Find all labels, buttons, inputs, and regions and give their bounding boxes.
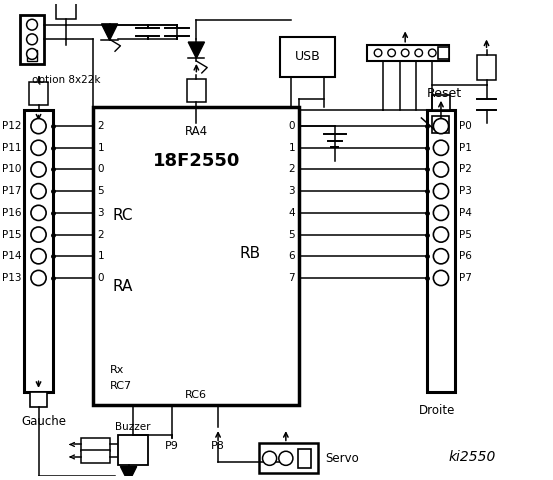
Bar bbox=[432, 116, 448, 132]
Text: 3: 3 bbox=[289, 186, 295, 196]
Text: P0: P0 bbox=[460, 121, 472, 131]
Text: 1: 1 bbox=[289, 143, 295, 153]
Bar bbox=[27, 50, 38, 61]
Text: 1: 1 bbox=[98, 251, 105, 261]
Text: ki2550: ki2550 bbox=[448, 450, 496, 464]
Text: P16: P16 bbox=[2, 208, 22, 218]
Circle shape bbox=[429, 49, 436, 57]
Polygon shape bbox=[101, 24, 118, 40]
Circle shape bbox=[434, 249, 448, 264]
Circle shape bbox=[388, 49, 395, 57]
Circle shape bbox=[434, 227, 448, 242]
Text: P10: P10 bbox=[2, 165, 22, 175]
Bar bbox=[432, 95, 450, 110]
Text: P3: P3 bbox=[460, 186, 472, 196]
Circle shape bbox=[31, 162, 46, 177]
Text: 2: 2 bbox=[98, 229, 105, 240]
Circle shape bbox=[434, 162, 448, 177]
Circle shape bbox=[31, 227, 46, 242]
Text: RA: RA bbox=[112, 278, 133, 294]
Bar bbox=[24, 110, 53, 392]
Bar bbox=[118, 435, 148, 465]
Bar bbox=[30, 393, 47, 407]
Circle shape bbox=[401, 49, 409, 57]
Bar bbox=[367, 45, 448, 61]
Circle shape bbox=[434, 183, 448, 199]
Bar bbox=[259, 444, 319, 473]
Text: 2: 2 bbox=[289, 165, 295, 175]
Polygon shape bbox=[188, 42, 205, 58]
Text: RC6: RC6 bbox=[185, 390, 207, 399]
Bar bbox=[186, 80, 206, 102]
Circle shape bbox=[434, 205, 448, 220]
Bar bbox=[93, 107, 299, 406]
Text: P12: P12 bbox=[2, 121, 22, 131]
Circle shape bbox=[374, 49, 382, 57]
Text: 5: 5 bbox=[289, 229, 295, 240]
Text: P6: P6 bbox=[460, 251, 472, 261]
Bar bbox=[56, 0, 76, 19]
Text: RC: RC bbox=[112, 208, 133, 223]
Text: P2: P2 bbox=[460, 165, 472, 175]
Circle shape bbox=[31, 119, 46, 134]
Text: Gauche: Gauche bbox=[22, 415, 67, 428]
Text: 3: 3 bbox=[98, 208, 105, 218]
Circle shape bbox=[27, 48, 38, 60]
Circle shape bbox=[434, 140, 448, 156]
Bar bbox=[427, 110, 455, 392]
Text: P4: P4 bbox=[460, 208, 472, 218]
Text: P13: P13 bbox=[2, 273, 22, 283]
Bar bbox=[298, 449, 311, 468]
Circle shape bbox=[415, 49, 422, 57]
Circle shape bbox=[31, 140, 46, 156]
Bar bbox=[29, 82, 48, 105]
Text: 0: 0 bbox=[98, 273, 104, 283]
Bar bbox=[20, 15, 44, 64]
Circle shape bbox=[434, 270, 448, 286]
Text: 5: 5 bbox=[98, 186, 105, 196]
Text: P11: P11 bbox=[2, 143, 22, 153]
Text: option 8x22k: option 8x22k bbox=[32, 75, 101, 85]
Circle shape bbox=[31, 183, 46, 199]
Text: 1: 1 bbox=[98, 143, 105, 153]
Text: P9: P9 bbox=[165, 441, 179, 451]
Text: Servo: Servo bbox=[325, 452, 359, 465]
Bar bbox=[477, 56, 496, 80]
Text: 18F2550: 18F2550 bbox=[153, 152, 240, 170]
Circle shape bbox=[31, 205, 46, 220]
Circle shape bbox=[263, 451, 276, 465]
Text: P15: P15 bbox=[2, 229, 22, 240]
Text: 6: 6 bbox=[289, 251, 295, 261]
Text: Buzzer: Buzzer bbox=[115, 422, 150, 432]
Text: Reset: Reset bbox=[427, 87, 462, 100]
Text: 4: 4 bbox=[289, 208, 295, 218]
Circle shape bbox=[27, 19, 38, 30]
Text: P5: P5 bbox=[460, 229, 472, 240]
Text: Rx: Rx bbox=[109, 365, 124, 375]
Text: Droite: Droite bbox=[419, 404, 455, 417]
Circle shape bbox=[27, 34, 38, 45]
Circle shape bbox=[31, 249, 46, 264]
Text: RB: RB bbox=[240, 246, 261, 261]
Circle shape bbox=[279, 451, 293, 465]
Text: P14: P14 bbox=[2, 251, 22, 261]
Text: RA4: RA4 bbox=[185, 125, 208, 138]
Text: USB: USB bbox=[295, 50, 320, 63]
Text: P7: P7 bbox=[460, 273, 472, 283]
Text: 0: 0 bbox=[98, 165, 104, 175]
Bar bbox=[81, 438, 110, 451]
Circle shape bbox=[434, 119, 448, 134]
Text: 7: 7 bbox=[289, 273, 295, 283]
Bar bbox=[81, 450, 110, 464]
Text: P1: P1 bbox=[460, 143, 472, 153]
Bar bbox=[438, 48, 448, 60]
Circle shape bbox=[31, 270, 46, 286]
Text: RC7: RC7 bbox=[109, 382, 132, 391]
Polygon shape bbox=[121, 467, 137, 480]
Text: P8: P8 bbox=[211, 441, 225, 451]
Text: 2: 2 bbox=[98, 121, 105, 131]
Bar bbox=[280, 36, 335, 77]
Text: P17: P17 bbox=[2, 186, 22, 196]
Text: 0: 0 bbox=[289, 121, 295, 131]
